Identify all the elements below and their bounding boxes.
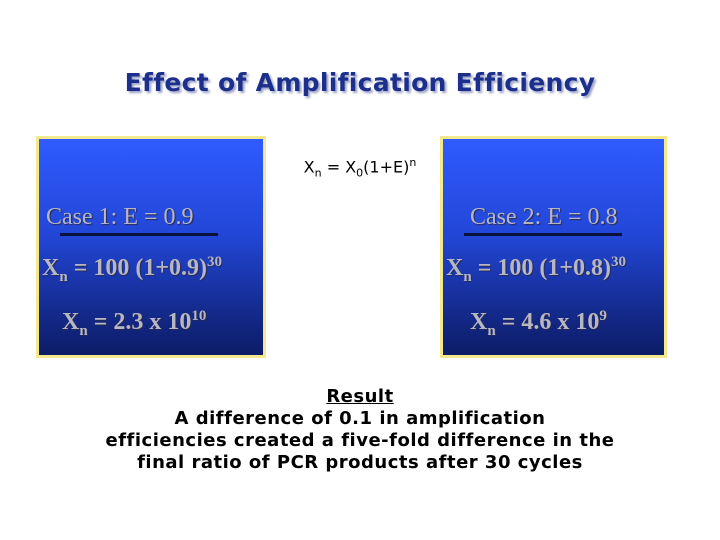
case-1-underline xyxy=(60,233,218,236)
case-1-equation: Xn = 100 (1+0.9)30 xyxy=(42,254,223,285)
result-line-2: efficiencies created a five-fold differe… xyxy=(105,430,615,451)
case-2-panel xyxy=(440,136,667,358)
result-heading: Result xyxy=(326,386,394,407)
result-line-3: final ratio of PCR products after 30 cyc… xyxy=(137,452,583,473)
case-2-label: Case 2: E = 0.8 xyxy=(470,204,618,230)
case-2-result: Xn = 4.6 x 109 xyxy=(470,308,607,339)
case-1-panel xyxy=(36,136,266,358)
result-text: Result A difference of 0.1 in amplificat… xyxy=(0,386,720,474)
growth-formula: Xn = X0(1+E)n xyxy=(303,156,417,180)
case-1-label: Case 1: E = 0.9 xyxy=(46,204,194,230)
result-line-1: A difference of 0.1 in amplification xyxy=(174,408,546,429)
case-2-underline xyxy=(464,233,622,236)
case-2-equation: Xn = 100 (1+0.8)30 xyxy=(446,254,627,285)
case-1-result: Xn = 2.3 x 1010 xyxy=(62,308,207,339)
slide-title: Effect of Amplification Efficiency xyxy=(124,68,596,97)
